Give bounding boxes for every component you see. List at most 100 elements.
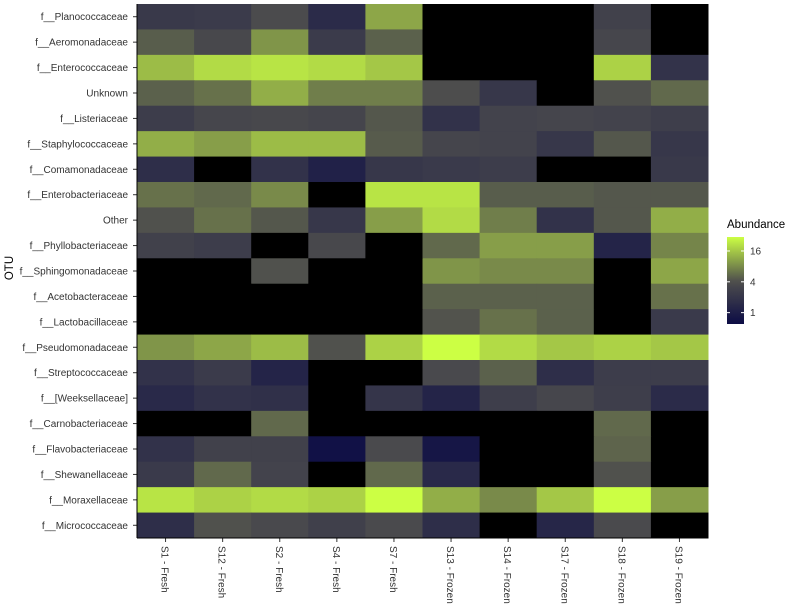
heatmap-cell: [593, 309, 652, 336]
heatmap-cell: [137, 182, 195, 208]
heatmap-cell: [251, 283, 309, 310]
heatmap-cell: [137, 461, 195, 488]
heatmap-cell: [365, 182, 423, 208]
x-tick-label: S17 - Frozen: [558, 546, 569, 604]
heatmap-cell: [650, 461, 709, 488]
heatmap-cell: [194, 410, 252, 437]
heatmap-cell: [251, 309, 309, 336]
heatmap-cell: [308, 207, 366, 234]
heatmap-cell: [650, 283, 709, 310]
heatmap-cell: [308, 309, 366, 336]
x-tick-label: S12 - Fresh: [216, 546, 227, 598]
heatmap-cell: [650, 131, 709, 158]
heatmap-cell: [365, 334, 423, 361]
heatmap-cell: [137, 4, 195, 30]
heatmap-cell: [593, 207, 652, 234]
y-tick-label: f__Staphylococcaceae: [27, 139, 128, 150]
heatmap-cell: [308, 232, 366, 259]
heatmap-cell: [593, 512, 652, 539]
heatmap-cell: [536, 80, 595, 107]
heatmap-cell: [593, 436, 652, 463]
heatmap-cell: [251, 182, 309, 208]
heatmap-cell: [536, 309, 595, 336]
heatmap-cell: [650, 182, 709, 208]
heatmap-cell: [308, 334, 366, 361]
heatmap-cell: [251, 80, 309, 107]
heatmap-cell: [308, 436, 366, 463]
legend-ticks: 1 4 16: [727, 246, 762, 319]
heatmap-cell: [365, 436, 423, 463]
heatmap-cell: [650, 360, 709, 386]
heatmap-cell: [194, 54, 252, 81]
heatmap-cell: [308, 80, 366, 107]
heatmap-cell: [365, 512, 423, 539]
heatmap-cell: [536, 131, 595, 158]
heatmap-cell: [251, 105, 309, 132]
heatmap-cell: [422, 105, 481, 132]
heatmap-cell: [365, 487, 423, 514]
heatmap-cell: [593, 29, 652, 56]
heatmap-cell: [308, 29, 366, 56]
heatmap-cell: [479, 156, 538, 183]
heatmap-cell: [593, 258, 652, 285]
heatmap-cell: [650, 207, 709, 234]
heatmap-cell: [479, 105, 538, 132]
heatmap-cell: [536, 410, 595, 437]
legend-tick-label: 16: [750, 246, 762, 257]
heatmap-cell: [194, 156, 252, 183]
heatmap-cell: [137, 512, 195, 539]
heatmap-cell: [137, 232, 195, 259]
heatmap-cell: [308, 512, 366, 539]
heatmap-cell: [536, 54, 595, 81]
heatmap-cell: [422, 131, 481, 158]
heatmap-cell: [137, 80, 195, 107]
legend-tick-label: 1: [750, 308, 756, 319]
heatmap-cell: [194, 385, 252, 412]
heatmap-cell: [593, 232, 652, 259]
heatmap-cell: [479, 410, 538, 437]
heatmap-cell: [251, 461, 309, 488]
y-tick-label: f__Listeriaceae: [60, 114, 128, 125]
heatmap-cell: [479, 4, 538, 30]
heatmap-cell: [479, 461, 538, 488]
heatmap-cell: [593, 461, 652, 488]
heatmap-cell: [479, 436, 538, 463]
heatmap-cell: [137, 410, 195, 437]
heatmap-cell: [422, 436, 481, 463]
heatmap-cell: [365, 360, 423, 386]
heatmap-cell: [422, 182, 481, 208]
heatmap-cell: [650, 334, 709, 361]
heatmap-cell: [479, 80, 538, 107]
x-tick-label: S4 - Fresh: [330, 546, 341, 593]
heatmap-cell: [194, 360, 252, 386]
heatmap-cell: [365, 410, 423, 437]
heatmap-cell: [650, 487, 709, 514]
heatmap-cell: [194, 105, 252, 132]
heatmap-cell: [137, 360, 195, 386]
heatmap-cell: [422, 207, 481, 234]
heatmap-cell: [536, 461, 595, 488]
heatmap-cell: [308, 54, 366, 81]
y-tick-label: f__Enterobacteriaceae: [27, 190, 128, 201]
heatmap-cell: [593, 131, 652, 158]
heatmap-cell: [194, 283, 252, 310]
heatmap-cell: [251, 232, 309, 259]
heatmap-cell: [308, 105, 366, 132]
heatmap-cell: [365, 80, 423, 107]
heatmap-cell: [251, 385, 309, 412]
heatmap-cell: [536, 334, 595, 361]
heatmap-cell: [194, 207, 252, 234]
heatmap-cell: [194, 182, 252, 208]
heatmap-cell: [251, 512, 309, 539]
heatmap-cell: [137, 334, 195, 361]
heatmap-cell: [194, 334, 252, 361]
heatmap-cell: [593, 4, 652, 30]
heatmap-cell: [479, 232, 538, 259]
x-tick-label: S2 - Fresh: [273, 546, 284, 593]
heatmap-cell: [137, 487, 195, 514]
heatmap-cell: [593, 385, 652, 412]
heatmap-cell: [593, 487, 652, 514]
heatmap-cell: [194, 487, 252, 514]
heatmap-cell: [650, 385, 709, 412]
heatmap-cell: [308, 360, 366, 386]
